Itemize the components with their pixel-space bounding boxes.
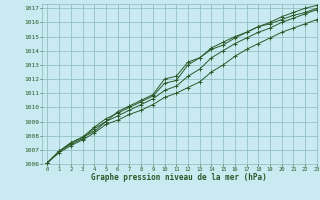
X-axis label: Graphe pression niveau de la mer (hPa): Graphe pression niveau de la mer (hPa) [91, 173, 267, 182]
